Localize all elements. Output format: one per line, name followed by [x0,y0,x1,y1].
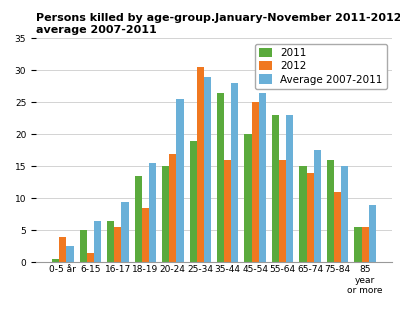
Bar [279,160,286,262]
Bar [135,176,142,262]
Bar [66,246,74,262]
Bar [217,93,224,262]
Bar [122,202,128,262]
Bar [314,150,321,262]
Bar [114,227,122,262]
Text: Persons killed by age-group.January-November 2011-2012 and
average 2007-2011: Persons killed by age-group.January-Nove… [36,13,400,35]
Bar [306,173,314,262]
Bar [300,166,306,262]
Bar [176,99,184,262]
Bar [286,115,293,262]
Bar [87,253,94,262]
Bar [231,83,238,262]
Bar [252,102,259,262]
Bar [341,166,348,262]
Bar [169,154,176,262]
Bar [52,259,59,262]
Bar [204,77,211,262]
Bar [362,227,369,262]
Bar [354,227,362,262]
Bar [197,67,204,262]
Bar [244,134,252,262]
Bar [334,192,341,262]
Bar [272,115,279,262]
Bar [327,160,334,262]
Legend: 2011, 2012, Average 2007-2011: 2011, 2012, Average 2007-2011 [255,44,387,89]
Bar [162,166,169,262]
Bar [224,160,231,262]
Bar [369,205,376,262]
Bar [80,230,87,262]
Bar [149,163,156,262]
Bar [59,237,66,262]
Bar [94,221,101,262]
Bar [142,208,149,262]
Bar [107,221,114,262]
Bar [259,93,266,262]
Bar [190,141,197,262]
